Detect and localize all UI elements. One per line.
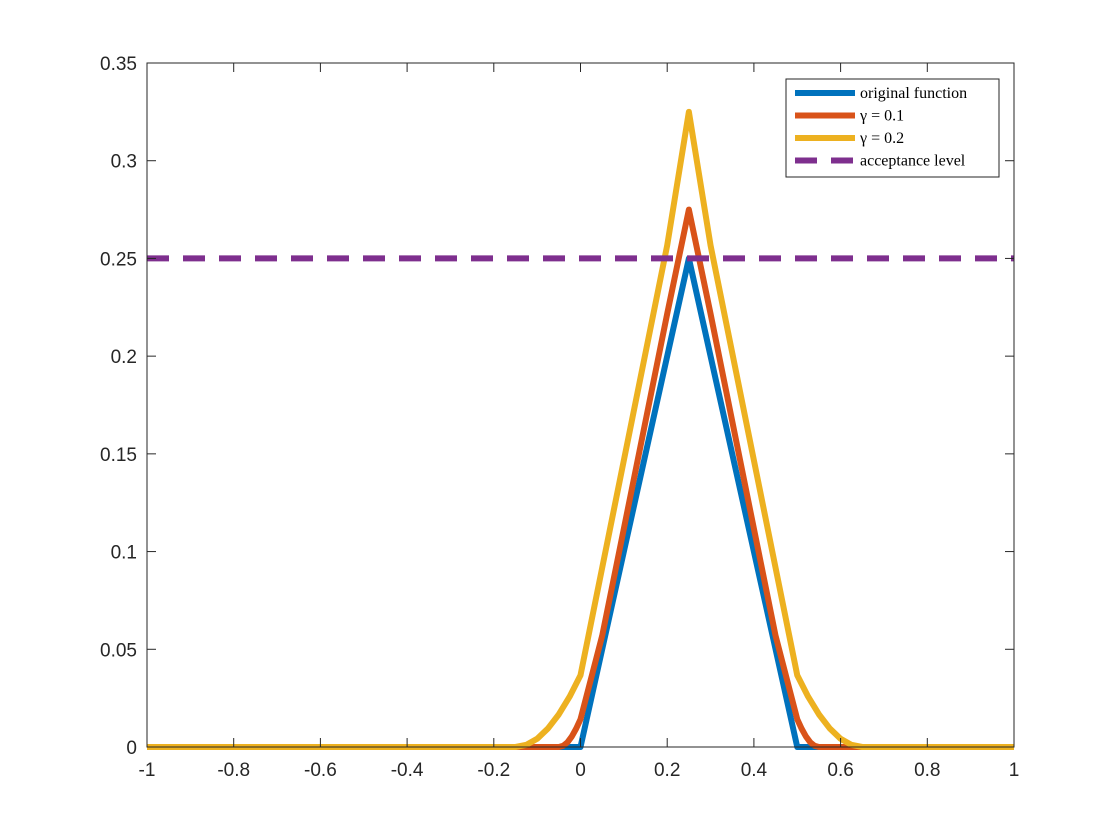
legend-label-0: original function: [860, 85, 967, 102]
y-tick-label: 0.05: [100, 640, 137, 661]
series-line-2: [147, 108, 1014, 750]
x-tick-label: -0.8: [217, 760, 250, 781]
x-tick-label: -0.4: [391, 760, 424, 781]
x-tick-label: -0.6: [304, 760, 337, 781]
y-tick-label: 0.15: [100, 445, 137, 466]
x-tick-label: 1: [1009, 760, 1020, 781]
x-tick-label: 0.8: [914, 760, 940, 781]
y-tick-label: 0.2: [111, 347, 137, 368]
x-tick-label: 0.2: [654, 760, 680, 781]
y-tick-label: 0.1: [111, 543, 137, 564]
legend-label-2: γ = 0.2: [859, 130, 904, 147]
x-tick-label: 0.6: [827, 760, 853, 781]
tick-layer: -1 -0.8 -0.6 -0.4 -0.2 0 0.2 0.4 0.6 0.8 1 0 0.05 0.1…: [100, 54, 1019, 781]
x-tick-label: 0: [575, 760, 586, 781]
legend: original function γ = 0.1 γ = 0.2 acceptanc…: [785, 78, 1000, 178]
y-tick-label: 0.35: [100, 54, 137, 75]
series-line-1: [147, 206, 1014, 750]
y-tick-label: 0.25: [100, 249, 137, 270]
legend-label-3: acceptance level: [860, 153, 966, 170]
x-tick-label: -1: [139, 760, 156, 781]
legend-label-1: γ = 0.1: [859, 108, 904, 125]
y-tick-label: 0.3: [111, 152, 137, 173]
x-tick-label: -0.2: [477, 760, 510, 781]
x-tick-label: 0.4: [741, 760, 768, 781]
y-tick-label: 0: [126, 738, 137, 759]
